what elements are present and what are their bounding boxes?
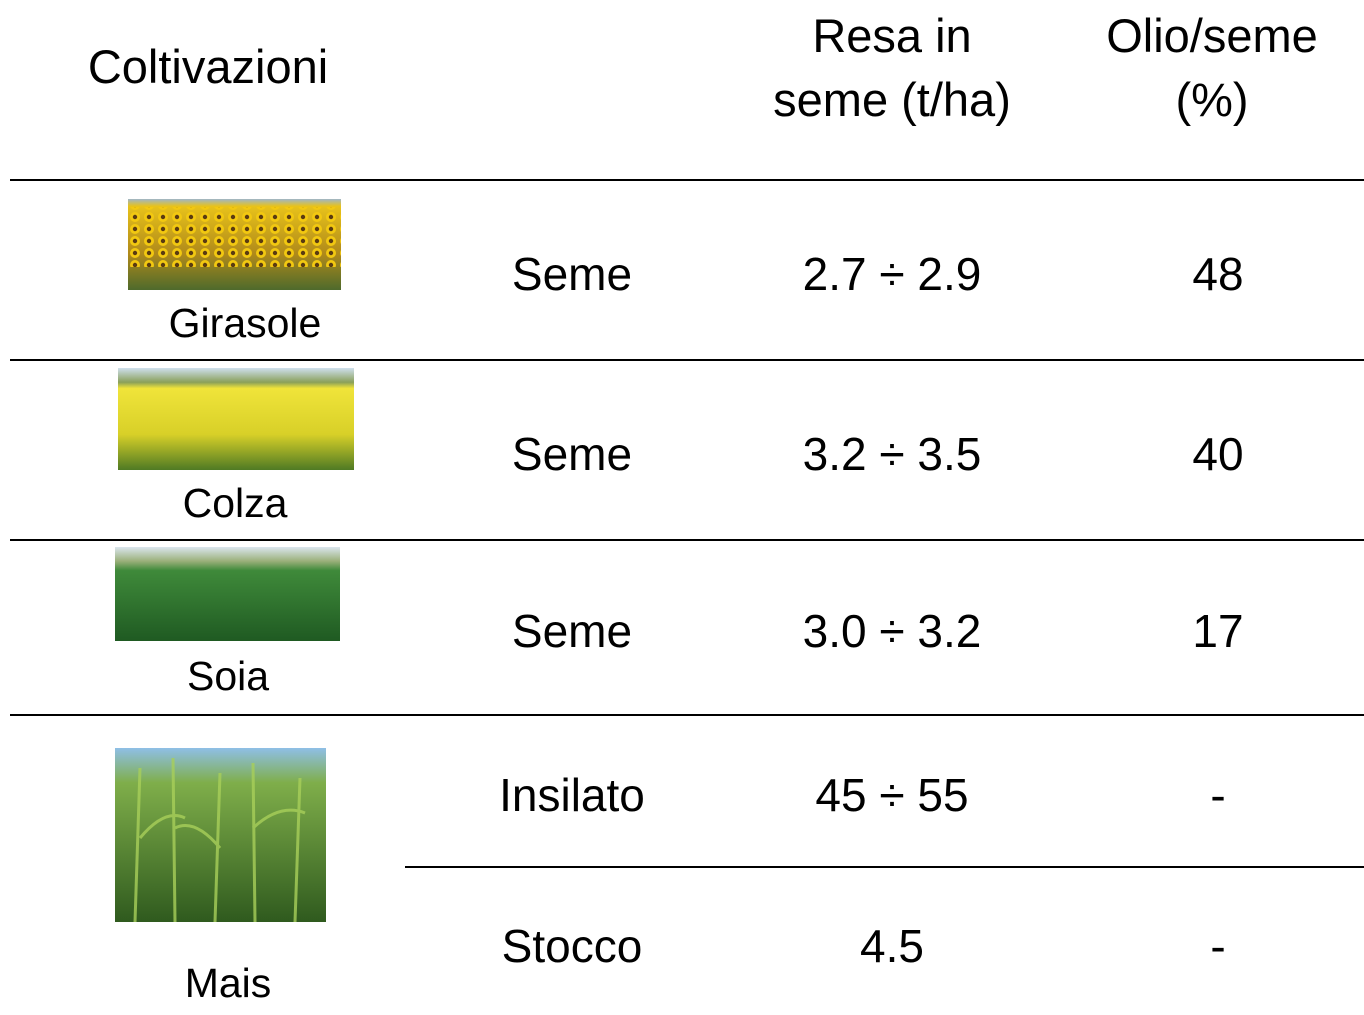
row-rule: [10, 359, 1364, 361]
oil: 48: [1192, 248, 1244, 300]
part: Seme: [511, 605, 633, 657]
oil: -: [1210, 920, 1226, 972]
header-oil: Olio/seme (%): [1106, 9, 1318, 126]
row-rule: [10, 714, 1364, 716]
row-rule: [10, 539, 1364, 541]
yield: 4.5: [860, 920, 924, 972]
crop-name: Colza: [182, 480, 288, 526]
yield: 3.2 ÷ 3.5: [802, 428, 982, 480]
row-rule: [405, 866, 1364, 868]
corn-image: [115, 748, 326, 922]
oil: -: [1210, 769, 1226, 821]
yield: 45 ÷ 55: [815, 769, 969, 821]
yield: 2.7 ÷ 2.9: [802, 248, 982, 300]
part: Stocco: [501, 920, 643, 972]
soy-image: [115, 547, 340, 641]
part: Insilato: [499, 769, 645, 821]
crop-name: Girasole: [168, 300, 322, 346]
rapeseed-image: [118, 368, 354, 470]
header-yield: Resa in seme (t/ha): [773, 9, 1011, 126]
sunflower-image: [128, 199, 341, 290]
yield: 3.0 ÷ 3.2: [802, 605, 982, 657]
oil: 40: [1192, 428, 1244, 480]
header-crop: Coltivazioni: [87, 40, 329, 93]
part: Seme: [511, 428, 633, 480]
oil: 17: [1192, 605, 1244, 657]
crop-name: Mais: [184, 960, 272, 1006]
part: Seme: [511, 248, 633, 300]
row-rule: [10, 179, 1364, 181]
crop-name: Soia: [186, 653, 270, 699]
